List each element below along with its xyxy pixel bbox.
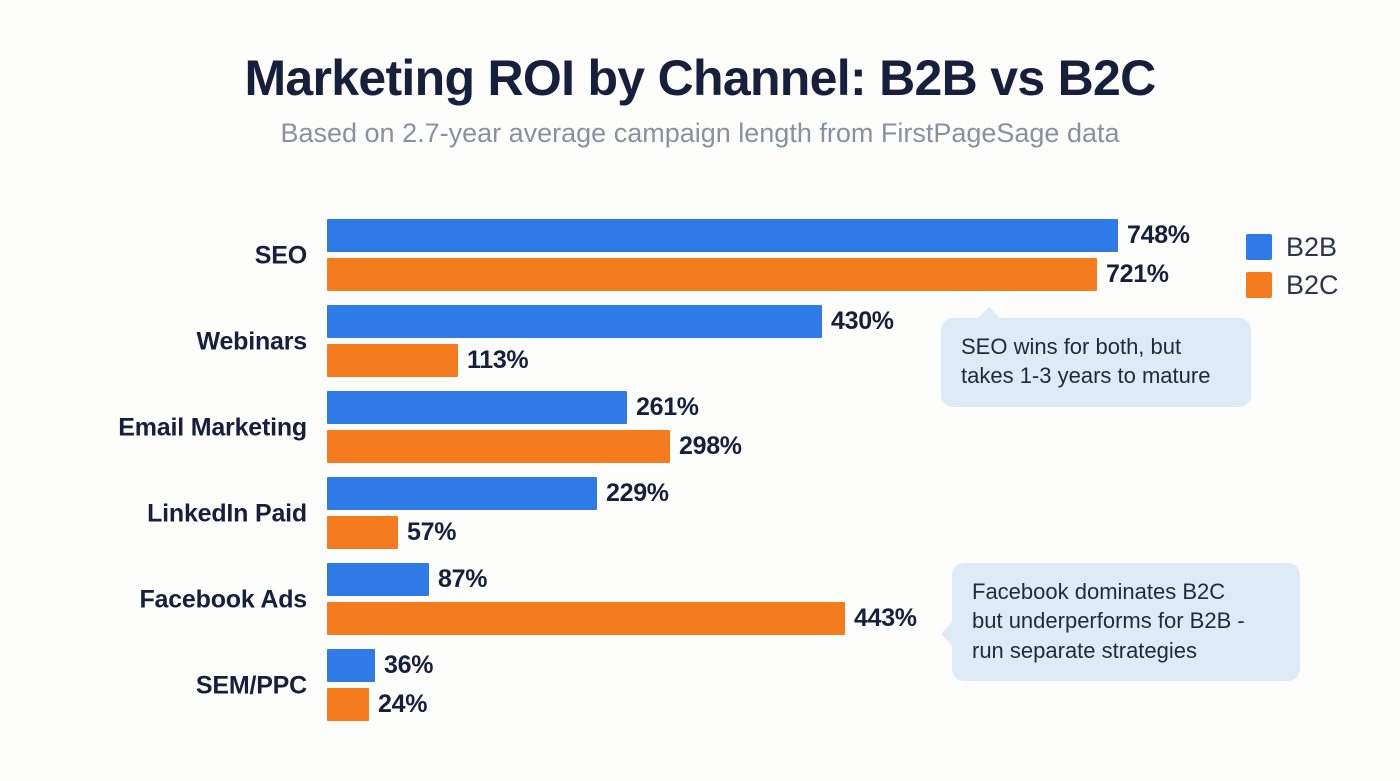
bar-b2c[interactable] <box>327 258 1097 291</box>
bar-pair: 748% 721% <box>327 218 1400 294</box>
bar-b2c[interactable] <box>327 602 845 635</box>
bar-group-row: SEO 748% 721% <box>0 218 1400 294</box>
bar-b2b[interactable] <box>327 219 1118 252</box>
callout-facebook: Facebook dominates B2C but underperforms… <box>941 563 1300 681</box>
bar-value-b2b: 229% <box>606 479 669 507</box>
callout-seo: SEO wins for both, but takes 1-3 years t… <box>941 307 1251 407</box>
bar-b2b[interactable] <box>327 477 597 510</box>
bar-value-b2b: 87% <box>438 565 488 593</box>
plot-area: SEO 748% 721% Webinars 430% 113% Email Marketi… <box>0 218 1400 763</box>
bar-line-b2b: 430% <box>327 305 894 338</box>
category-label: SEM/PPC <box>195 671 307 700</box>
bar-group-row: Webinars 430% 113% <box>0 304 1400 380</box>
bar-group-row: SEM/PPC 36% 24% <box>0 648 1400 724</box>
callout-seo-text: SEO wins for both, but takes 1-3 years t… <box>961 334 1211 389</box>
bar-b2b[interactable] <box>327 649 375 682</box>
bar-value-b2c: 113% <box>467 346 529 374</box>
bar-line-b2b: 748% <box>327 219 1190 252</box>
legend-label-b2b: B2B <box>1286 231 1338 262</box>
bar-line-b2c: 443% <box>327 602 917 635</box>
bar-line-b2b: 87% <box>327 563 487 596</box>
bar-b2b[interactable] <box>327 305 822 338</box>
bar-group-row: LinkedIn Paid 229% 57% <box>0 476 1400 552</box>
bar-b2b[interactable] <box>327 391 627 424</box>
bar-group-row: Email Marketing 261% 298% <box>0 390 1400 466</box>
bar-value-b2b: 261% <box>636 393 699 421</box>
bar-value-b2c: 57% <box>407 518 457 546</box>
bar-value-b2c: 298% <box>679 432 742 460</box>
bar-pair: 229% 57% <box>327 476 1400 552</box>
bar-value-b2c: 24% <box>378 690 428 718</box>
bar-line-b2c: 113% <box>327 344 529 377</box>
chart-legend: B2B B2C <box>1246 228 1339 304</box>
bar-value-b2b: 748% <box>1127 221 1190 249</box>
bar-b2c[interactable] <box>327 430 670 463</box>
bar-b2c[interactable] <box>327 516 398 549</box>
legend-item-b2b[interactable]: B2B <box>1246 228 1339 266</box>
bar-line-b2c: 298% <box>327 430 742 463</box>
bar-value-b2b: 430% <box>831 307 894 335</box>
bar-value-b2c: 721% <box>1106 260 1169 288</box>
bar-line-b2c: 57% <box>327 516 456 549</box>
bar-pair: 36% 24% <box>327 648 1400 724</box>
category-label: Email Marketing <box>118 413 307 442</box>
bar-b2c[interactable] <box>327 688 369 721</box>
bar-line-b2c: 721% <box>327 258 1169 291</box>
bar-value-b2b: 36% <box>384 651 434 679</box>
bar-pair: 261% 298% <box>327 390 1400 466</box>
legend-swatch-b2b-icon <box>1246 234 1272 260</box>
callout-seo-pointer-icon <box>977 307 1001 319</box>
bar-line-b2b: 261% <box>327 391 699 424</box>
category-label: Facebook Ads <box>139 585 307 614</box>
bar-pair: 430% 113% <box>327 304 1400 380</box>
bar-line-b2c: 24% <box>327 688 427 721</box>
callout-facebook-text: Facebook dominates B2C but underperforms… <box>972 579 1245 663</box>
category-label: Webinars <box>196 327 308 356</box>
bar-value-b2c: 443% <box>854 604 917 632</box>
category-label: LinkedIn Paid <box>147 499 307 528</box>
legend-swatch-b2c-icon <box>1246 272 1272 298</box>
callout-facebook-pointer-icon <box>941 621 953 647</box>
chart-subtitle: Based on 2.7-year average campaign lengt… <box>280 118 1120 148</box>
category-label: SEO <box>254 241 307 270</box>
chart-header: Marketing ROI by Channel: B2B vs B2C Bas… <box>0 52 1400 149</box>
legend-item-b2c[interactable]: B2C <box>1246 266 1339 304</box>
bar-pair: 87% 443% <box>327 562 1400 638</box>
bar-b2c[interactable] <box>327 344 458 377</box>
chart-title: Marketing ROI by Channel: B2B vs B2C <box>244 50 1156 106</box>
legend-label-b2c: B2C <box>1286 269 1339 300</box>
bar-group-row: Facebook Ads 87% 443% <box>0 562 1400 638</box>
bar-line-b2b: 229% <box>327 477 669 510</box>
bar-b2b[interactable] <box>327 563 429 596</box>
bar-line-b2b: 36% <box>327 649 433 682</box>
